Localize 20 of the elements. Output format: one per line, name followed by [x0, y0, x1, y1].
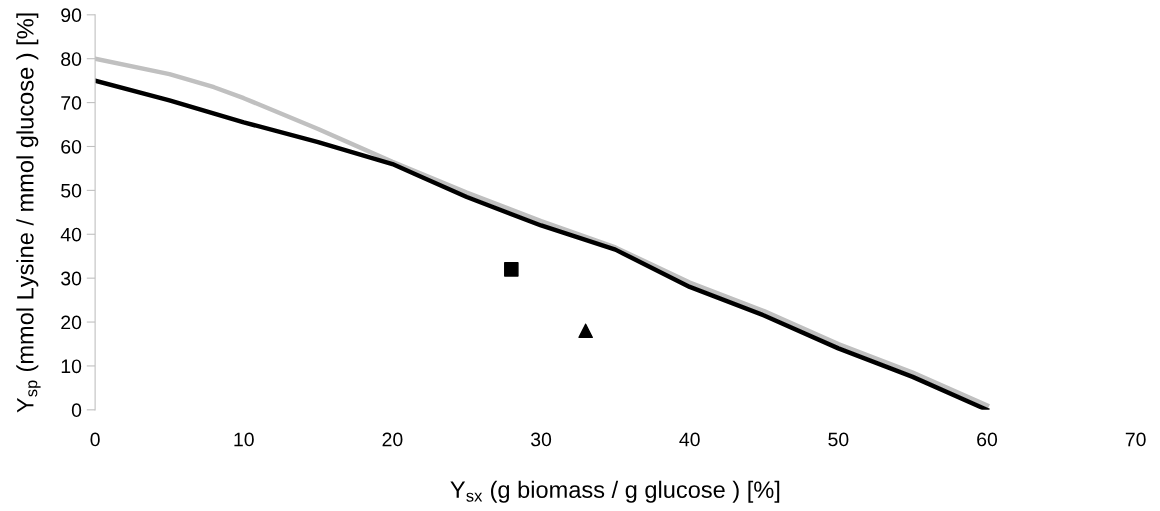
x-tick-label: 20: [382, 432, 403, 447]
x-tick-label: 40: [679, 432, 700, 447]
x-tick-label: 10: [234, 432, 254, 447]
y-tick-label: 90: [61, 8, 82, 23]
x-tick-label: 50: [828, 432, 849, 447]
x-tick-label: 30: [530, 432, 552, 447]
y-tick-label: 70: [61, 96, 82, 110]
y-tick-label: 50: [61, 183, 82, 198]
y-tick-label: 40: [60, 227, 82, 242]
x-axis-title: Y$_{sx}$ (g biomass / g glucose ) [%]: [450, 480, 780, 503]
y-tick-label: 80: [61, 52, 82, 66]
y-tick-label: 0: [71, 403, 82, 418]
y-tick-label: 60: [61, 139, 82, 154]
x-tick-label: 0: [90, 432, 100, 447]
y-axis-title: Y$_{sp}$ (mmol Lysine / mmol glucose ) [%]: [16, 13, 41, 413]
x-tick-label: 60: [977, 432, 998, 447]
y-tick-label: 10: [61, 359, 82, 374]
x-tick-label: 70: [1125, 432, 1146, 447]
y-tick-label: 20: [61, 315, 82, 330]
y-tick-label: 30: [61, 271, 82, 286]
